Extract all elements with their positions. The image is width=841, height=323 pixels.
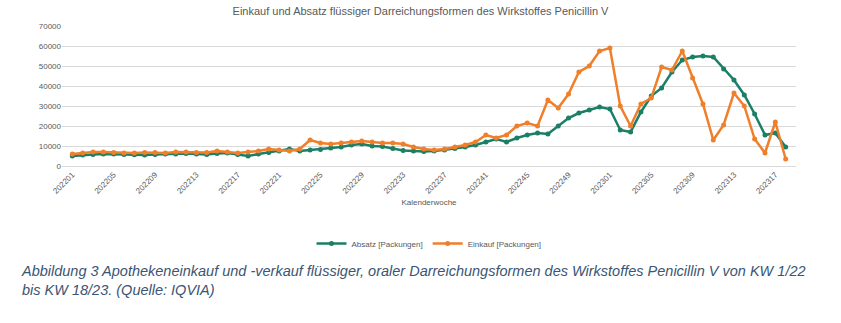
svg-text:40000: 40000 — [39, 82, 62, 91]
svg-text:202201: 202201 — [51, 170, 77, 196]
svg-text:Einkauf [Packungen]: Einkauf [Packungen] — [468, 240, 541, 249]
svg-text:202301: 202301 — [589, 170, 615, 196]
svg-text:202213: 202213 — [175, 170, 201, 196]
svg-text:20000: 20000 — [39, 122, 62, 131]
svg-text:202249: 202249 — [548, 170, 574, 196]
svg-text:60000: 60000 — [39, 42, 62, 51]
svg-text:10000: 10000 — [39, 142, 62, 151]
svg-text:202225: 202225 — [299, 170, 325, 196]
html-text:Abbildung 3 Apothekeneinkauf u: Abbildung 3 Apothekeneinkauf und -verkau… — [22, 263, 806, 298]
svg-text:202237: 202237 — [424, 170, 450, 196]
svg-text:202221: 202221 — [258, 170, 284, 196]
svg-text:50000: 50000 — [39, 62, 62, 71]
svg-text:202313: 202313 — [713, 170, 739, 196]
svg-text:Kalenderwoche: Kalenderwoche — [401, 198, 457, 207]
svg-text:202317: 202317 — [754, 170, 780, 196]
svg-text:202229: 202229 — [341, 170, 367, 196]
svg-text:0: 0 — [57, 162, 62, 171]
svg-text:202233: 202233 — [382, 170, 408, 196]
svg-text:202305: 202305 — [630, 170, 656, 196]
svg-text:202309: 202309 — [672, 170, 698, 196]
svg-text:202245: 202245 — [506, 170, 532, 196]
svg-text:Absatz [Packungen]: Absatz [Packungen] — [352, 240, 423, 249]
svg-text:202217: 202217 — [217, 170, 243, 196]
svg-text:Einkauf und Absatz flüssiger D: Einkauf und Absatz flüssiger Darreichung… — [233, 5, 609, 17]
svg-text:202205: 202205 — [93, 170, 119, 196]
svg-text:202209: 202209 — [134, 170, 160, 196]
svg-text:70000: 70000 — [39, 22, 62, 31]
svg-text:30000: 30000 — [39, 102, 62, 111]
svg-text:202241: 202241 — [465, 170, 491, 196]
